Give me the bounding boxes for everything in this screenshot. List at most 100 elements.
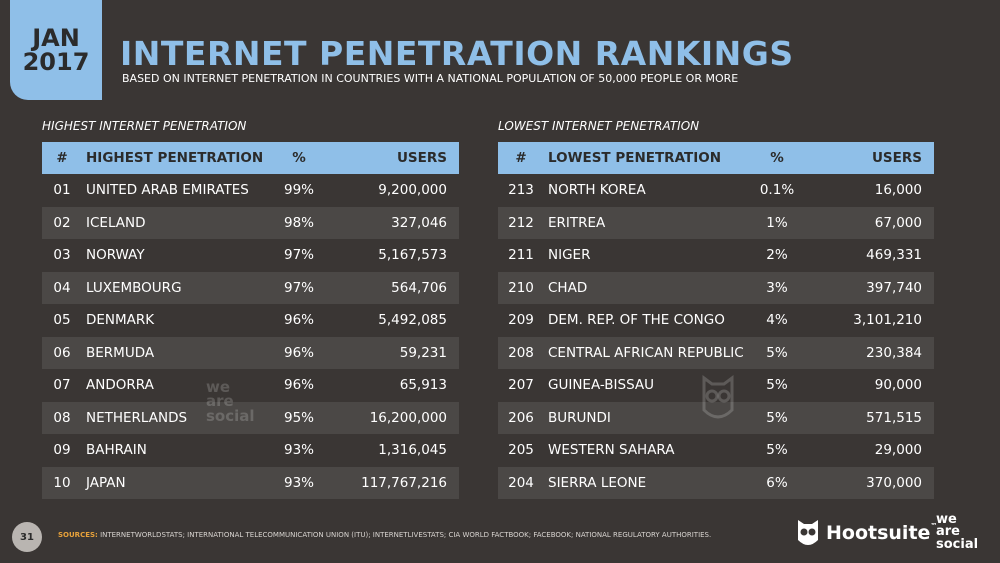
header-name: HIGHEST PENETRATION — [86, 150, 264, 166]
page-title: INTERNET PENETRATION RANKINGS — [120, 34, 794, 73]
penetration-cell: 96% — [283, 344, 314, 361]
rank-cell: 06 — [53, 344, 71, 361]
users-cell: 571,515 — [866, 409, 922, 426]
users-cell: 16,200,000 — [369, 409, 447, 426]
users-cell: 327,046 — [391, 214, 447, 231]
users-cell: 16,000 — [874, 182, 922, 199]
penetration-cell: 3% — [766, 279, 788, 296]
we-are-social-watermark: we are social — [206, 378, 255, 425]
country-cell: JAPAN — [86, 474, 126, 491]
table-row: 03 NORWAY 97% 5,167,573 — [42, 239, 459, 272]
table-row: 204 SIERRA LEONE 6% 370,000 — [498, 466, 934, 499]
date-badge: JAN 2017 — [10, 0, 102, 100]
rank-cell: 212 — [508, 214, 534, 231]
owl-watermark-icon — [702, 375, 734, 419]
rank-cell: 03 — [53, 247, 71, 264]
country-cell: WESTERN SAHARA — [548, 442, 675, 459]
table-row: 05 DENMARK 96% 5,492,085 — [42, 304, 459, 337]
users-cell: 90,000 — [874, 377, 922, 394]
country-cell: BURUNDI — [548, 409, 611, 426]
table-row: 207 GUINEA-BISSAU 5% 90,000 — [498, 369, 934, 402]
table-header: # LOWEST PENETRATION % USERS — [498, 142, 934, 174]
header-users: USERS — [396, 150, 447, 166]
lowest-section-label: LOWEST INTERNET PENETRATION — [498, 119, 700, 133]
country-cell: NORWAY — [86, 247, 145, 264]
table-header: # HIGHEST PENETRATION % USERS — [42, 142, 459, 174]
badge-year: 2017 — [22, 48, 90, 76]
table-row: 06 BERMUDA 96% 59,231 — [42, 336, 459, 369]
owl-icon — [798, 520, 818, 545]
country-cell: CENTRAL AFRICAN REPUBLIC — [548, 344, 744, 361]
penetration-cell: 95% — [283, 409, 314, 426]
table-row: 210 CHAD 3% 397,740 — [498, 271, 934, 304]
users-cell: 469,331 — [866, 247, 922, 264]
rank-cell: 04 — [53, 279, 71, 296]
penetration-cell: 97% — [283, 279, 314, 296]
users-cell: 564,706 — [391, 279, 447, 296]
rank-cell: 02 — [53, 214, 71, 231]
country-cell: ERITREA — [548, 214, 606, 231]
country-cell: LUXEMBOURG — [86, 279, 182, 296]
rank-cell: 205 — [508, 442, 534, 459]
penetration-cell: 5% — [766, 442, 788, 459]
country-cell: DEM. REP. OF THE CONGO — [548, 312, 725, 329]
country-cell: BERMUDA — [86, 344, 155, 361]
sources-text: INTERNETWORLDSTATS; INTERNATIONAL TELECO… — [100, 531, 712, 539]
header-num: # — [56, 150, 68, 166]
users-cell: 29,000 — [874, 442, 922, 459]
penetration-cell: 6% — [766, 474, 788, 491]
table-row: 07 ANDORRA 96% 65,913 — [42, 369, 459, 402]
rank-cell: 207 — [508, 377, 534, 394]
penetration-cell: 5% — [766, 377, 788, 394]
highest-section-label: HIGHEST INTERNET PENETRATION — [42, 119, 247, 133]
table-row: 208 CENTRAL AFRICAN REPUBLIC 5% 230,384 — [498, 336, 934, 369]
header-name: LOWEST PENETRATION — [548, 150, 721, 166]
table-row: 04 LUXEMBOURG 97% 564,706 — [42, 271, 459, 304]
users-cell: 67,000 — [874, 214, 922, 231]
users-cell: 230,384 — [866, 344, 922, 361]
highest-penetration-table: # HIGHEST PENETRATION % USERS 01 UNITED A… — [42, 142, 459, 499]
table-row: 213 NORTH KOREA 0.1% 16,000 — [498, 174, 934, 207]
users-cell: 397,740 — [866, 279, 922, 296]
penetration-cell: 4% — [766, 312, 788, 329]
lowest-penetration-table: # LOWEST PENETRATION % USERS 213 NORTH KO… — [498, 142, 934, 499]
users-cell: 59,231 — [399, 344, 447, 361]
penetration-cell: 97% — [283, 247, 314, 264]
header-pct: % — [292, 150, 306, 166]
page-subtitle: BASED ON INTERNET PENETRATION IN COUNTRI… — [122, 72, 739, 85]
table-row: 01 UNITED ARAB EMIRATES 99% 9,200,000 — [42, 174, 459, 207]
table-row: 08 NETHERLANDS 95% 16,200,000 — [42, 401, 459, 434]
page-number: 31 — [12, 522, 42, 552]
country-cell: SIERRA LEONE — [548, 474, 647, 491]
penetration-cell: 96% — [283, 312, 314, 329]
country-cell: GUINEA-BISSAU — [548, 377, 655, 394]
penetration-cell: 93% — [283, 442, 314, 459]
rank-cell: 206 — [508, 409, 534, 426]
sources-label: SOURCES: — [58, 531, 98, 539]
rank-cell: 209 — [508, 312, 534, 329]
penetration-cell: 5% — [766, 344, 788, 361]
table-row: 02 ICELAND 98% 327,046 — [42, 206, 459, 239]
header-pct: % — [770, 150, 784, 166]
rank-cell: 204 — [508, 474, 534, 491]
penetration-cell: 96% — [283, 377, 314, 394]
users-cell: 117,767,216 — [361, 474, 447, 491]
country-cell: ICELAND — [86, 214, 146, 231]
users-cell: 5,492,085 — [378, 312, 447, 329]
hootsuite-wordmark: Hootsuite™ — [826, 522, 938, 544]
penetration-cell: 98% — [283, 214, 314, 231]
rank-cell: 10 — [53, 474, 71, 491]
penetration-cell: 1% — [766, 214, 788, 231]
penetration-cell: 2% — [766, 247, 788, 264]
users-cell: 1,316,045 — [378, 442, 447, 459]
country-cell: NETHERLANDS — [86, 409, 188, 426]
users-cell: 9,200,000 — [378, 182, 447, 199]
header-users: USERS — [871, 150, 922, 166]
badge-month: JAN — [32, 24, 80, 52]
penetration-cell: 0.1% — [759, 182, 795, 199]
penetration-cell: 99% — [283, 182, 314, 199]
sources-note: SOURCES: INTERNETWORLDSTATS; INTERNATION… — [58, 531, 711, 539]
hootsuite-logo: Hootsuite™ — [796, 518, 937, 548]
country-cell: CHAD — [548, 279, 588, 296]
we-are-social-logo: we are social — [936, 512, 979, 552]
